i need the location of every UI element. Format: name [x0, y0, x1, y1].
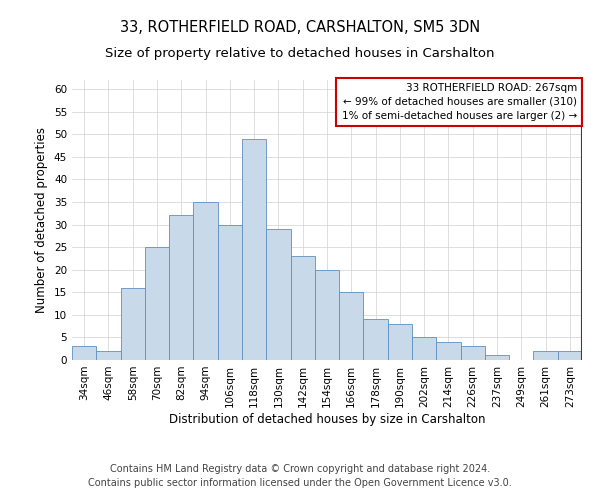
Bar: [145, 247, 169, 360]
Y-axis label: Number of detached properties: Number of detached properties: [35, 127, 49, 313]
Bar: [436, 342, 461, 360]
Bar: [266, 229, 290, 360]
Bar: [339, 292, 364, 360]
Bar: [412, 338, 436, 360]
X-axis label: Distribution of detached houses by size in Carshalton: Distribution of detached houses by size …: [169, 412, 485, 426]
Bar: [72, 346, 96, 360]
Bar: [218, 224, 242, 360]
Bar: [364, 320, 388, 360]
Bar: [193, 202, 218, 360]
Bar: [461, 346, 485, 360]
Bar: [315, 270, 339, 360]
Bar: [169, 216, 193, 360]
Bar: [485, 356, 509, 360]
Text: 33 ROTHERFIELD ROAD: 267sqm
← 99% of detached houses are smaller (310)
1% of sem: 33 ROTHERFIELD ROAD: 267sqm ← 99% of det…: [341, 83, 577, 121]
Bar: [290, 256, 315, 360]
Bar: [242, 138, 266, 360]
Text: Contains HM Land Registry data © Crown copyright and database right 2024.
Contai: Contains HM Land Registry data © Crown c…: [88, 464, 512, 487]
Bar: [558, 351, 582, 360]
Text: Size of property relative to detached houses in Carshalton: Size of property relative to detached ho…: [105, 48, 495, 60]
Bar: [121, 288, 145, 360]
Text: 33, ROTHERFIELD ROAD, CARSHALTON, SM5 3DN: 33, ROTHERFIELD ROAD, CARSHALTON, SM5 3D…: [120, 20, 480, 35]
Bar: [388, 324, 412, 360]
Bar: [96, 351, 121, 360]
Bar: [533, 351, 558, 360]
